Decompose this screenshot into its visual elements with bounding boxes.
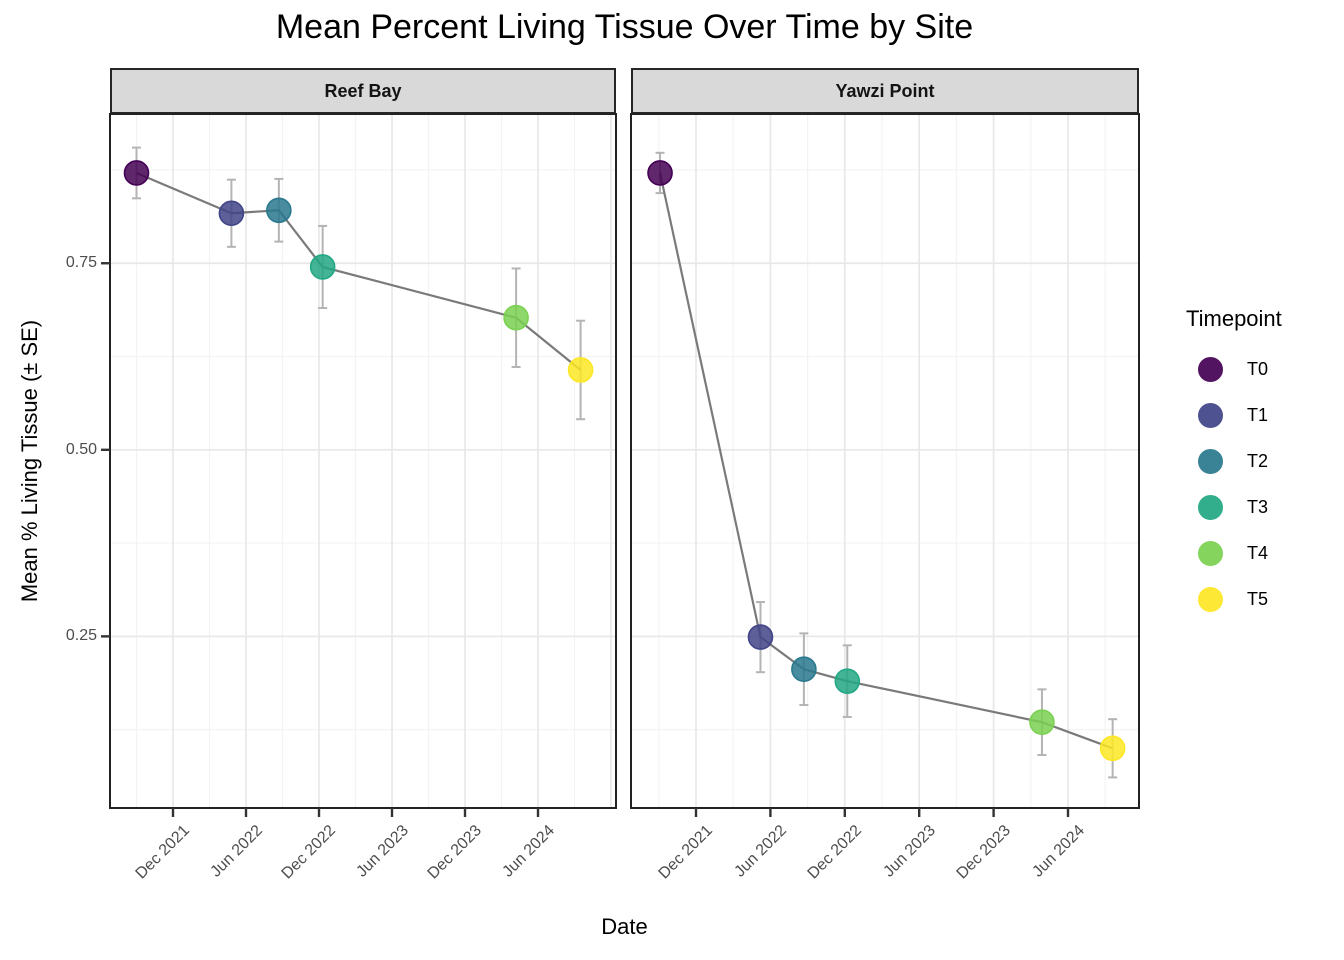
facet-strip-reef-bay: Reef Bay (110, 68, 616, 114)
data-point-yawzi-point-T4 (1029, 709, 1055, 735)
facet-strip-label: Yawzi Point (835, 80, 935, 101)
panel-border (630, 113, 1140, 809)
plot-title: Mean Percent Living Tissue Over Time by … (275, 8, 974, 46)
facet-strip-label: Reef Bay (324, 80, 402, 101)
data-point-reef-bay-T1 (218, 200, 245, 227)
legend-point-icon (1198, 402, 1223, 428)
data-point-reef-bay-T5 (567, 357, 594, 383)
legend-entry-label: T4 (1247, 542, 1269, 563)
y-tick-label: 0.25 (65, 627, 97, 645)
legend-entry-t4: T4 (1186, 530, 1268, 576)
data-point-yawzi-point-T3 (834, 668, 861, 694)
legend-entry-t3: T3 (1186, 484, 1268, 530)
series-line (136, 171, 582, 371)
legend-entry-t0: T0 (1186, 346, 1268, 392)
legend-entry-label: T2 (1247, 450, 1269, 471)
data-point-yawzi-point-T1 (747, 624, 774, 650)
series-line (658, 172, 1114, 750)
legend-point-icon (1198, 586, 1223, 612)
data-point-yawzi-point-T2 (791, 656, 817, 683)
data-point-reef-bay-T3 (309, 254, 336, 280)
data-point-reef-bay-T2 (266, 197, 292, 224)
facet-strip-yawzi-point: Yawzi Point (631, 68, 1139, 114)
data-point-yawzi-point-T0 (647, 160, 673, 186)
legend-entry-label: T3 (1247, 496, 1269, 517)
legend-point-icon (1198, 494, 1223, 520)
legend-point-icon (1198, 540, 1223, 566)
legend-entry-label: T5 (1247, 588, 1269, 609)
y-tick-label: 0.75 (65, 254, 97, 272)
y-tick-label: 0.50 (65, 440, 97, 458)
legend-entry-label: T1 (1247, 404, 1269, 425)
legend: Timepoint T0 T1 T2 T3 T4 T5 (1186, 306, 1336, 636)
legend-point-icon (1198, 356, 1223, 382)
legend-title: Timepoint (1186, 306, 1282, 331)
x-axis-title: Date (601, 914, 648, 939)
legend-entry-label: T0 (1247, 358, 1269, 379)
data-point-yawzi-point-T5 (1099, 735, 1126, 762)
legend-entry-t2: T2 (1186, 438, 1268, 484)
legend-entry-t5: T5 (1186, 576, 1268, 622)
data-point-reef-bay-T0 (123, 160, 150, 186)
panel-border (109, 113, 617, 809)
legend-point-icon (1198, 448, 1223, 474)
legend-entry-t1: T1 (1186, 392, 1268, 438)
data-point-reef-bay-T4 (503, 304, 529, 331)
y-axis-title: Mean % Living Tissue (± SE) (17, 319, 42, 603)
